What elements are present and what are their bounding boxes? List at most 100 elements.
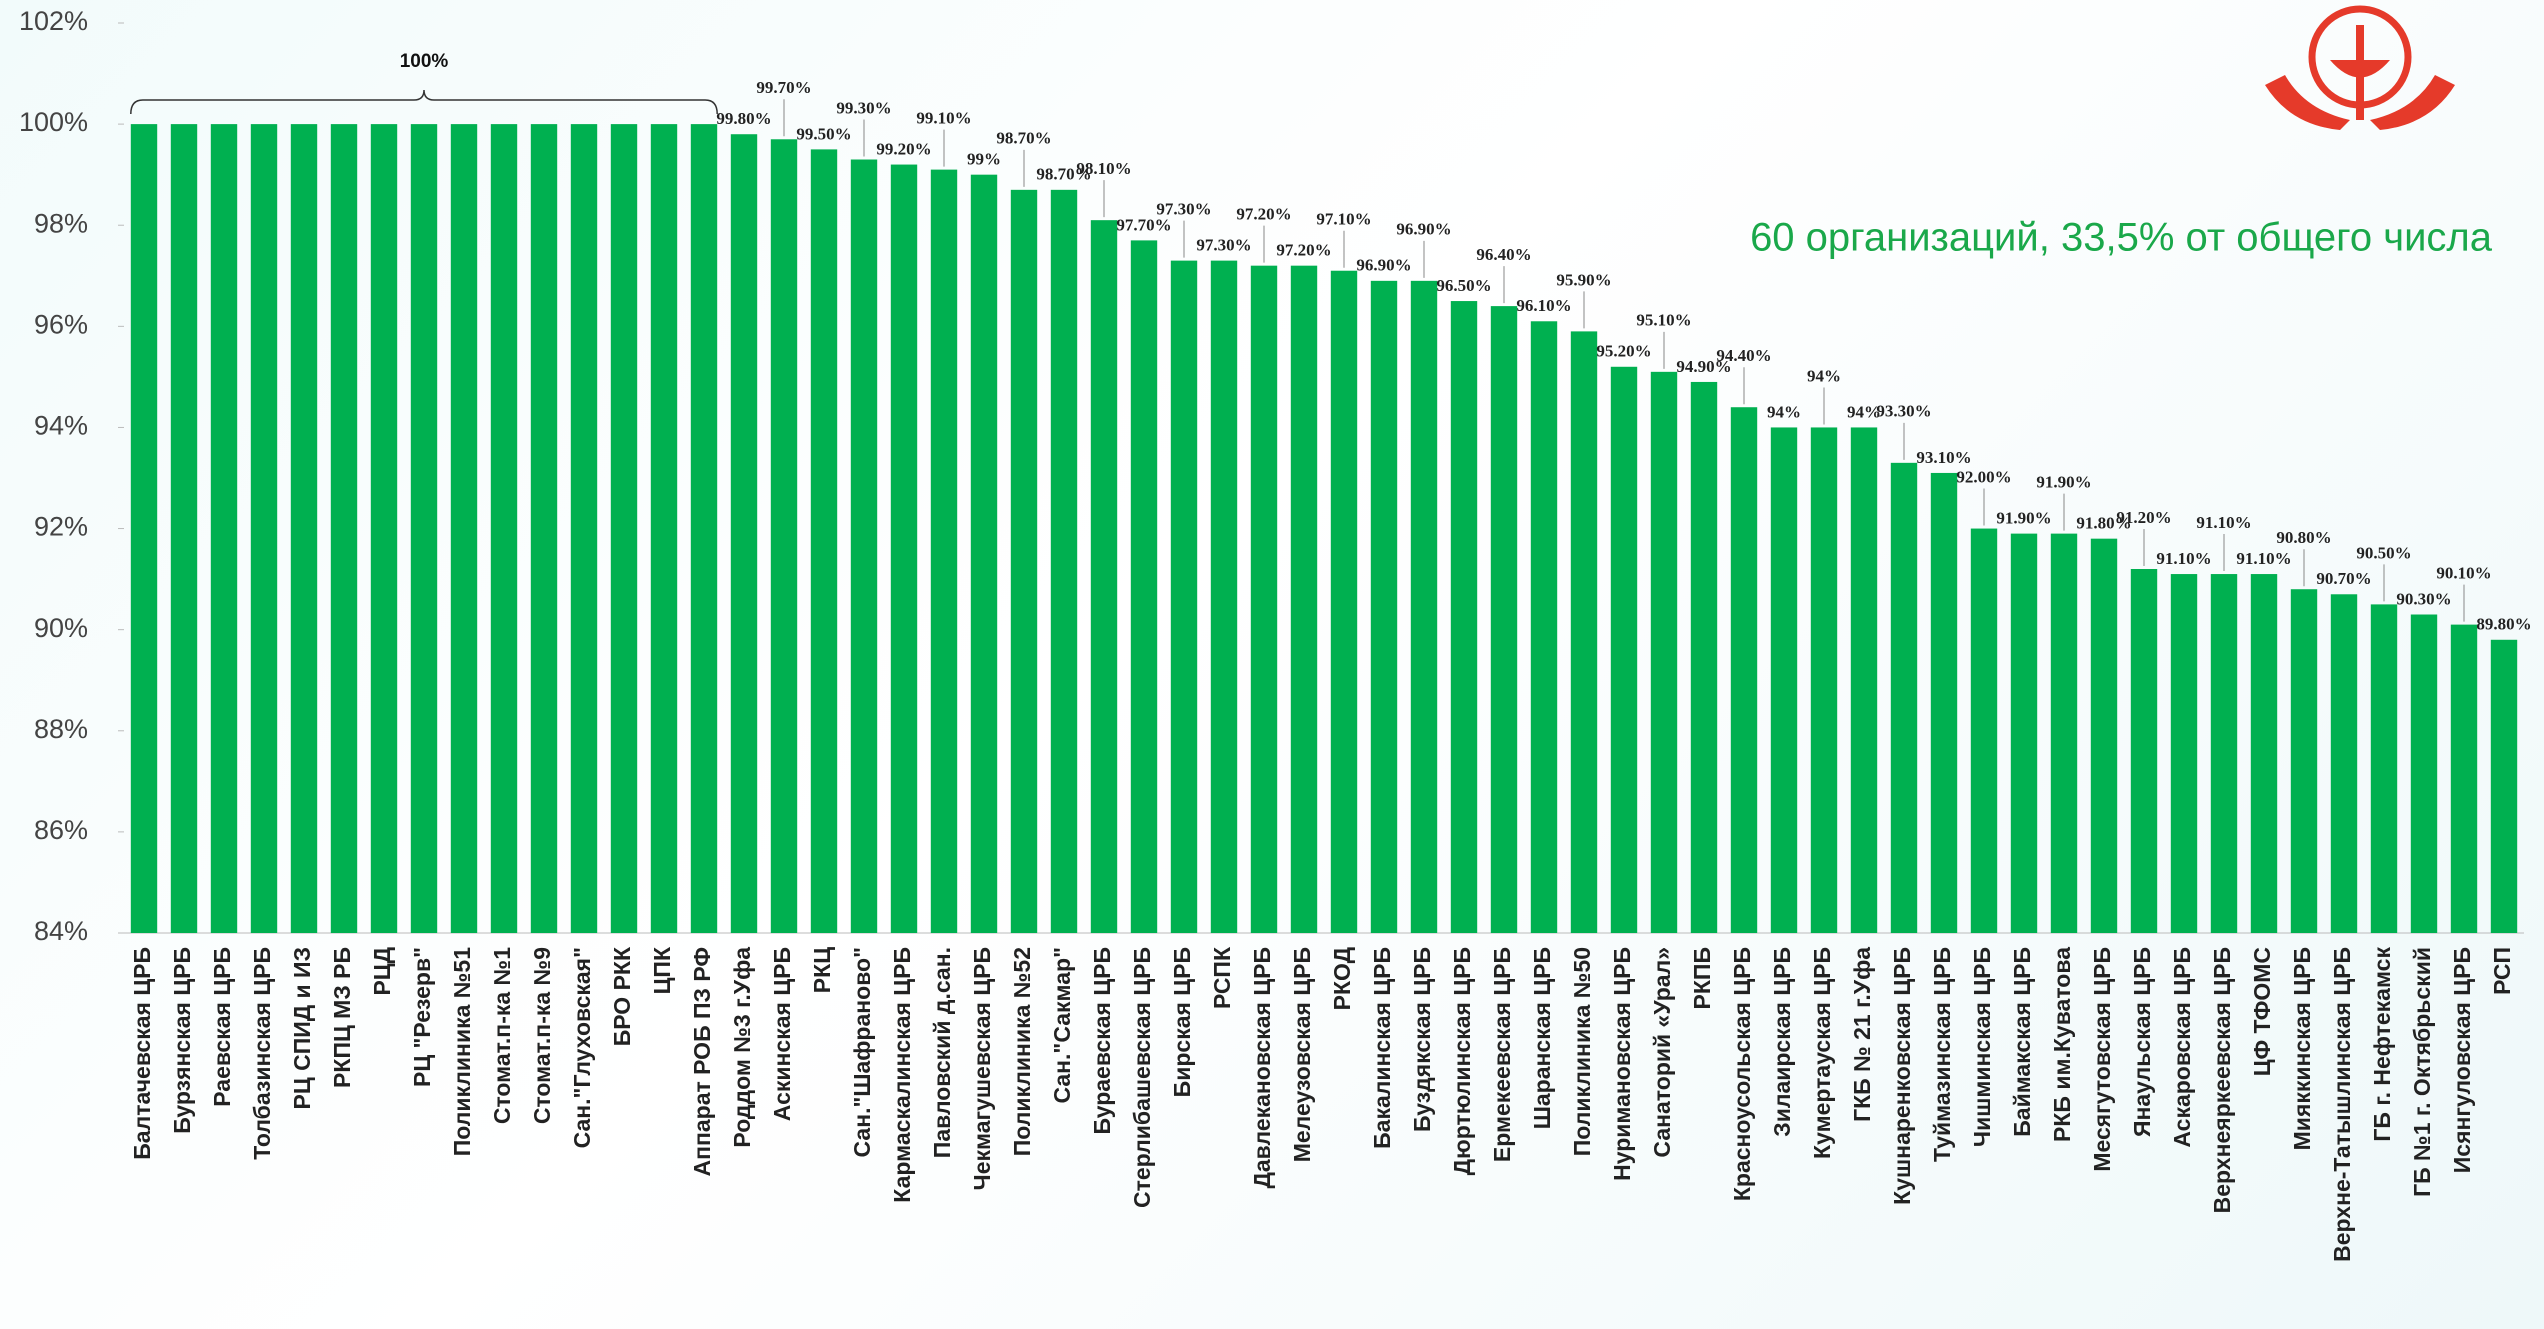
- bar: [1370, 280, 1398, 933]
- value-label: 99.30%: [836, 98, 891, 117]
- y-tick-label: 102%: [19, 6, 88, 36]
- bar: [1890, 462, 1918, 933]
- bar: [530, 124, 558, 934]
- bar: [1610, 366, 1638, 933]
- x-tick-label: ГБ г. Нефтекамск: [2369, 947, 2395, 1142]
- value-label: 95.90%: [1556, 270, 1611, 289]
- bar: [810, 149, 838, 933]
- bar: [1450, 301, 1478, 933]
- x-tick-label: РСПК: [1209, 946, 1235, 1009]
- x-tick-label: Давлекановская ЦРБ: [1249, 947, 1275, 1189]
- x-tick-label: ГКБ № 21 г.Уфа: [1849, 947, 1875, 1122]
- x-tick-label: Исянгуловская ЦРБ: [2449, 947, 2475, 1173]
- y-tick-label: 90%: [34, 613, 88, 643]
- bar: [850, 159, 878, 933]
- bar: [2170, 574, 2198, 933]
- value-label: 99.70%: [756, 78, 811, 97]
- value-label: 92.00%: [1956, 467, 2011, 486]
- value-label: 96.10%: [1516, 296, 1571, 315]
- value-label: 99%: [967, 150, 1001, 169]
- value-label: 90.30%: [2396, 589, 2451, 608]
- x-tick-label: Нуримановская ЦРБ: [1609, 947, 1635, 1181]
- bar: [610, 124, 638, 934]
- bar: [130, 124, 158, 934]
- value-label: 97.10%: [1316, 210, 1371, 229]
- bar: [1410, 280, 1438, 933]
- x-tick-label: Бураевская ЦРБ: [1089, 947, 1115, 1135]
- value-label: 94.90%: [1676, 357, 1731, 376]
- bar: [890, 164, 918, 934]
- y-tick-label: 96%: [34, 309, 88, 339]
- x-tick-label: Бакалинская ЦРБ: [1369, 947, 1395, 1149]
- x-tick-label: БРО РКК: [609, 946, 635, 1046]
- value-label: 90.50%: [2356, 543, 2411, 562]
- bar: [1770, 427, 1798, 933]
- bar: [1090, 220, 1118, 933]
- value-label: 89.80%: [2476, 615, 2531, 634]
- x-tick-label: Роддом №3 г.Уфа: [729, 947, 755, 1148]
- value-label: 97.20%: [1276, 241, 1331, 260]
- value-label: 93.30%: [1876, 402, 1931, 421]
- bar: [410, 124, 438, 934]
- x-tick-label: Шаранская ЦРБ: [1529, 947, 1555, 1129]
- x-tick-label: Кушнаренковская ЦРБ: [1889, 947, 1915, 1205]
- bar: [2010, 533, 2038, 933]
- x-tick-label: Раевская ЦРБ: [209, 947, 235, 1107]
- x-tick-label: ЦПК: [649, 946, 675, 994]
- x-tick-label: Стерлибашевская ЦРБ: [1129, 947, 1155, 1208]
- value-label: 90.10%: [2436, 564, 2491, 583]
- x-tick-label: Поликлиника №51: [449, 947, 475, 1156]
- value-label: 95.20%: [1596, 342, 1651, 361]
- x-tick-label: РКОД: [1329, 947, 1355, 1010]
- x-tick-label: Зилаирская ЦРБ: [1769, 947, 1795, 1137]
- bar: [730, 134, 758, 933]
- x-tick-label: Бурзянская ЦРБ: [169, 947, 195, 1134]
- y-tick-label: 98%: [34, 208, 88, 238]
- bar: [1210, 260, 1238, 934]
- x-tick-label: РКПБ: [1689, 947, 1715, 1009]
- x-tick-label: Стомат.п-ка №1: [489, 947, 515, 1124]
- value-label: 91.10%: [2236, 549, 2291, 568]
- x-tick-label: Верхнеяркеевская ЦРБ: [2209, 947, 2235, 1213]
- value-label: 94%: [1767, 402, 1801, 421]
- value-label: 94%: [1847, 402, 1881, 421]
- x-tick-label: ГБ №1 г. Октябрьский: [2409, 947, 2435, 1197]
- bar: [250, 124, 278, 934]
- bar: [930, 169, 958, 934]
- bar: [1050, 189, 1078, 934]
- y-tick-label: 100%: [19, 107, 88, 137]
- x-tick-label: Сан."Глуховская": [569, 947, 595, 1148]
- bar: [1130, 240, 1158, 933]
- x-tick-label: Туймазинская ЦРБ: [1929, 947, 1955, 1162]
- x-tick-label: Поликлиника №52: [1009, 947, 1035, 1156]
- x-tick-label: Бирская ЦРБ: [1169, 947, 1195, 1097]
- bar: [1970, 528, 1998, 933]
- value-label: 99.80%: [716, 109, 771, 128]
- bar: [330, 124, 358, 934]
- value-label: 96.40%: [1476, 245, 1531, 264]
- value-label: 97.20%: [1236, 205, 1291, 224]
- bar: [970, 174, 998, 933]
- x-tick-label: Красноусольская ЦРБ: [1729, 947, 1755, 1201]
- x-tick-label: Кармаскалинская ЦРБ: [889, 947, 915, 1203]
- bar: [1730, 407, 1758, 933]
- x-tick-label: Сан."Шафраново": [849, 947, 875, 1157]
- x-tick-label: Буздякская ЦРБ: [1409, 947, 1435, 1132]
- bar: [2050, 533, 2078, 933]
- value-label: 97.30%: [1196, 236, 1251, 255]
- value-label: 98.70%: [1036, 165, 1091, 184]
- x-tick-label: РЦД: [369, 947, 395, 996]
- bar: [1010, 189, 1038, 934]
- bar: [370, 124, 398, 934]
- bar: [2290, 589, 2318, 933]
- bar: [770, 139, 798, 933]
- bar: [1810, 427, 1838, 933]
- logo: [2265, 5, 2455, 130]
- value-label: 99.10%: [916, 109, 971, 128]
- bar: [1170, 260, 1198, 934]
- bar: [2490, 639, 2518, 933]
- value-label: 91.20%: [2116, 508, 2171, 527]
- bar: [650, 124, 678, 934]
- value-label: 97.30%: [1156, 200, 1211, 219]
- y-tick-label: 94%: [34, 411, 88, 441]
